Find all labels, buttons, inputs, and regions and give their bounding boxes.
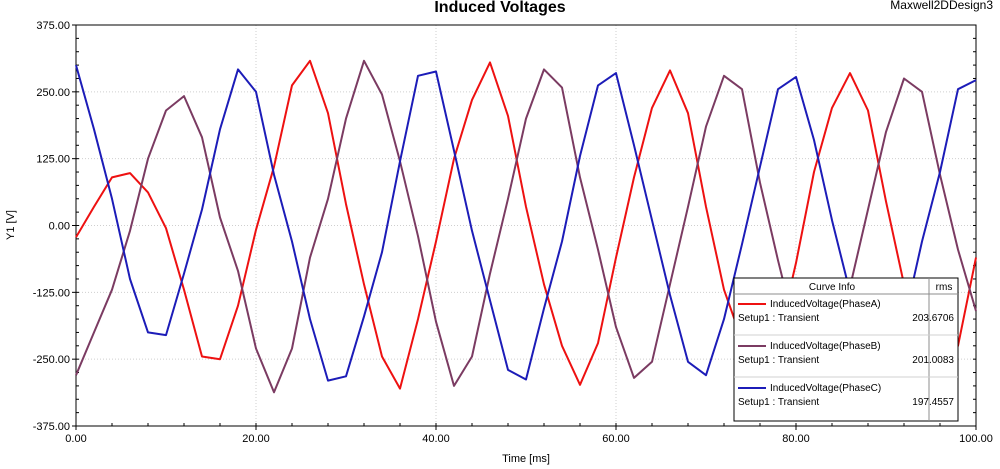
x-tick-label: 20.00 <box>242 433 270 445</box>
legend-header-curve-info: Curve Info <box>809 282 856 293</box>
y-tick-label: 0.00 <box>49 221 70 233</box>
minor-ticks <box>72 24 977 430</box>
y-axis-label: Y1 [V] <box>5 210 17 240</box>
x-tick-label: 40.00 <box>422 433 450 445</box>
legend-series-name: InducedVoltage(PhaseC) <box>770 383 881 394</box>
x-tick-labels: 0.00 20.00 40.00 60.00 80.00 100.00 <box>65 433 993 445</box>
legend-series-name: InducedVoltage(PhaseB) <box>770 341 881 352</box>
legend-header-rms: rms <box>936 282 953 293</box>
y-tick-labels: 375.00 250.00 125.00 0.00 -125.00 -250.00 -375… <box>33 20 70 433</box>
design-name: Maxwell2DDesign3 <box>890 0 993 12</box>
legend-rows: InducedVoltage(PhaseA) Setup1 : Transient… <box>734 299 958 408</box>
y-tick-label: -375.00 <box>33 421 70 433</box>
y-tick-label: 125.00 <box>36 154 70 166</box>
legend-setup: Setup1 : Transient <box>738 397 819 408</box>
chart-title: Induced Voltages <box>434 0 565 16</box>
legend-setup: Setup1 : Transient <box>738 355 819 366</box>
y-tick-label: -250.00 <box>33 354 70 366</box>
series-line-3 <box>75 64 977 382</box>
legend-rms-value: 197.4557 <box>912 397 954 408</box>
x-tick-label: 80.00 <box>782 433 810 445</box>
y-tick-label: -125.00 <box>33 287 70 299</box>
legend-setup: Setup1 : Transient <box>738 313 819 324</box>
x-tick-label: 0.00 <box>65 433 86 445</box>
x-axis-label: Time [ms] <box>502 453 550 465</box>
x-tick-label: 60.00 <box>602 433 630 445</box>
legend-rms-value: 201.0083 <box>912 355 954 366</box>
x-tick-label: 100.00 <box>959 433 993 445</box>
series-line-1 <box>75 59 977 390</box>
legend[interactable]: Curve Info rms InducedVoltage(PhaseA) Set… <box>733 277 959 422</box>
y-tick-label: 250.00 <box>36 87 70 99</box>
legend-box <box>733 277 959 422</box>
legend-series-name: InducedVoltage(PhaseA) <box>770 299 881 310</box>
y-tick-label: 375.00 <box>36 20 70 32</box>
legend-rms-value: 203.6706 <box>912 313 954 324</box>
